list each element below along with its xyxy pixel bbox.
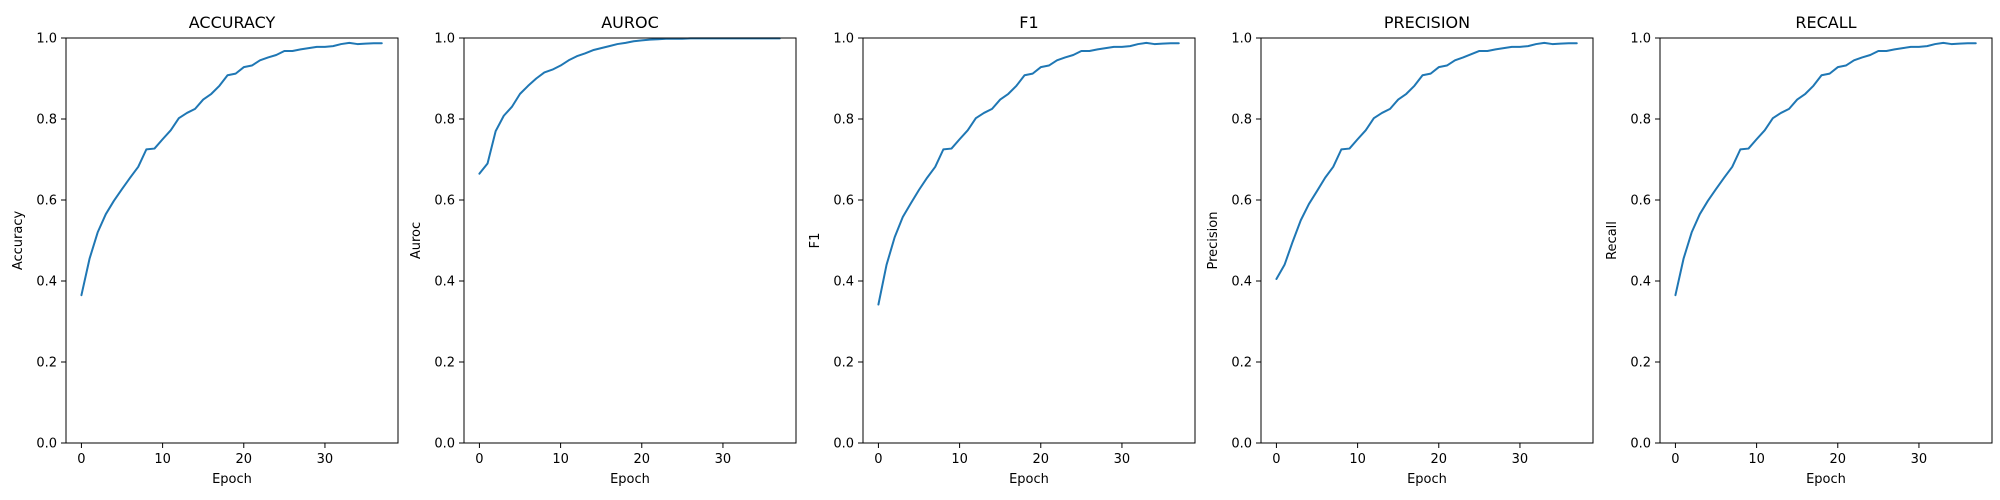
x-axis-label: Epoch (610, 472, 650, 487)
x-tick-label: 30 (715, 452, 732, 467)
y-tick-label: 0.0 (36, 437, 57, 452)
x-tick-label: 20 (235, 452, 252, 467)
x-tick-label: 0 (1272, 452, 1280, 467)
x-tick-label: 20 (1032, 452, 1049, 467)
plot-frame (862, 37, 1196, 444)
y-tick-label: 0.8 (1231, 113, 1252, 128)
chart-title: RECALL (1795, 13, 1856, 32)
y-tick-label: 0.6 (1231, 194, 1252, 209)
y-tick-label: 0.0 (833, 437, 854, 452)
y-axis-label: Recall (1605, 221, 1620, 260)
y-tick-label: 0.8 (434, 113, 455, 128)
x-tick-label: 30 (1114, 452, 1131, 467)
y-tick-label: 0.0 (434, 437, 455, 452)
x-axis-label: Epoch (212, 472, 252, 487)
y-tick-label: 0.8 (833, 113, 854, 128)
chart-panel-5: 0.0 0.2 0.4 0.6 0.8 1.0 0 10 20 30 RECALL Epoch Reca… (1605, 13, 1993, 487)
x-tick-label: 20 (1430, 452, 1447, 467)
series-line (80, 41, 383, 297)
chart-panel-4: 0.0 0.2 0.4 0.6 0.8 1.0 0 10 20 30 PRECISION Epoch P… (1206, 13, 1594, 487)
x-tick-label: 0 (77, 452, 85, 467)
y-tick-label: 0.0 (1630, 437, 1651, 452)
series-line (1674, 41, 1977, 297)
y-tick-label: 0.4 (1630, 275, 1651, 290)
y-tick-label: 0.4 (833, 275, 854, 290)
y-axis-label: Auroc (409, 222, 424, 259)
y-axis-label: F1 (808, 233, 823, 249)
chart-panel-3: 0.0 0.2 0.4 0.6 0.8 1.0 0 10 20 30 F1 Epoch F1 (808, 13, 1196, 487)
x-tick-label: 30 (317, 452, 334, 467)
x-tick-label: 10 (1349, 452, 1366, 467)
y-tick-label: 0.8 (1630, 113, 1651, 128)
y-tick-label: 0.4 (434, 275, 455, 290)
x-tick-label: 30 (1911, 452, 1928, 467)
y-axis-label: Accuracy (11, 211, 26, 271)
y-tick-label: 0.4 (36, 275, 57, 290)
y-tick-label: 0.2 (1630, 356, 1651, 371)
x-tick-label: 30 (1512, 452, 1529, 467)
y-tick-label: 1.0 (1630, 32, 1651, 47)
x-tick-label: 10 (1748, 452, 1765, 467)
series-line (877, 41, 1180, 306)
y-tick-label: 0.0 (1231, 437, 1252, 452)
chart-title: AUROC (601, 13, 659, 32)
y-tick-label: 0.6 (833, 194, 854, 209)
x-tick-label: 10 (154, 452, 171, 467)
chart-title: F1 (1019, 13, 1038, 32)
x-tick-label: 20 (1829, 452, 1846, 467)
chart-panel-1: 0.0 0.2 0.4 0.6 0.8 1.0 0 10 20 30 ACCURACY Epoch Ac… (11, 13, 399, 487)
x-tick-label: 10 (951, 452, 968, 467)
y-tick-label: 0.6 (434, 194, 455, 209)
y-tick-label: 0.2 (833, 356, 854, 371)
x-tick-label: 0 (1671, 452, 1679, 467)
series-line (478, 37, 781, 175)
y-tick-label: 1.0 (434, 32, 455, 47)
y-tick-label: 1.0 (1231, 32, 1252, 47)
x-tick-label: 10 (552, 452, 569, 467)
y-tick-label: 1.0 (833, 32, 854, 47)
y-tick-label: 0.2 (1231, 356, 1252, 371)
y-axis-label: Precision (1206, 211, 1221, 269)
chart-title: PRECISION (1384, 13, 1470, 32)
y-tick-label: 0.6 (1630, 194, 1651, 209)
x-axis-label: Epoch (1806, 472, 1846, 487)
plot-frame (1659, 37, 1993, 444)
plot-frame (65, 37, 399, 444)
plot-frame (1260, 37, 1594, 444)
y-tick-label: 0.2 (36, 356, 57, 371)
x-tick-label: 0 (475, 452, 483, 467)
series-line (1275, 41, 1578, 280)
x-tick-label: 0 (874, 452, 882, 467)
x-tick-label: 20 (633, 452, 650, 467)
x-axis-label: Epoch (1009, 472, 1049, 487)
y-tick-label: 0.2 (434, 356, 455, 371)
x-axis-label: Epoch (1407, 472, 1447, 487)
y-tick-label: 0.8 (36, 113, 57, 128)
y-tick-label: 1.0 (36, 32, 57, 47)
chart-title: ACCURACY (189, 13, 276, 32)
y-tick-label: 0.4 (1231, 275, 1252, 290)
plot-frame (463, 37, 797, 444)
chart-panel-2: 0.0 0.2 0.4 0.6 0.8 1.0 0 10 20 30 AUROC Epoch Auroc (409, 13, 797, 487)
y-tick-label: 0.6 (36, 194, 57, 209)
